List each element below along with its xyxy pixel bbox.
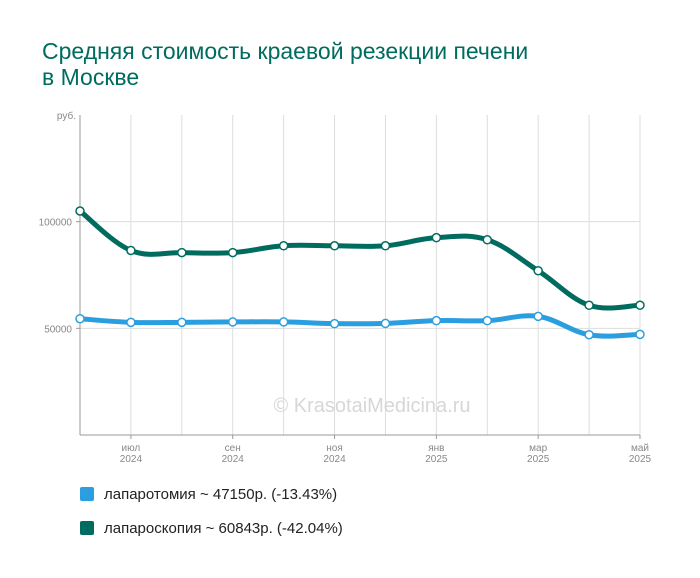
x-tick-label: 2025 [629, 454, 652, 465]
chart-title: Средняя стоимость краевой резекции печен… [42, 38, 662, 90]
legend-swatch-laparoscopy [80, 521, 94, 535]
data-point [380, 318, 391, 329]
series-line-0 [77, 313, 643, 339]
x-tick-label: 2024 [222, 454, 245, 465]
legend-label-laparoscopy: лапароскопия ~ 60843р. (-42.04%) [104, 519, 343, 537]
x-tick-label: янв [428, 443, 444, 454]
x-tick-label: 2024 [323, 454, 346, 465]
x-tick-label: мар [529, 443, 547, 454]
y-tick-label: 100000 [39, 218, 73, 229]
data-point [227, 247, 238, 258]
line-chart: © KrasotaiMedicina.ru руб. 50000 100000 июл… [39, 110, 652, 465]
data-point [278, 317, 289, 327]
chart-title-line-2: в Москве [42, 64, 140, 90]
x-tick-label: 2025 [527, 454, 550, 465]
x-tick-label: 2025 [425, 454, 448, 465]
data-point [75, 313, 85, 324]
data-point [227, 317, 238, 327]
legend-item-laparotomy[interactable]: лапаротомия ~ 47150р. (-13.43%) [80, 485, 343, 503]
series-line-1 [77, 208, 643, 311]
data-point [482, 315, 493, 326]
data-point [177, 247, 187, 258]
data-point [329, 318, 340, 329]
data-point [329, 241, 340, 251]
data-point [482, 235, 493, 245]
legend-label-laparotomy: лапаротомия ~ 47150р. (-13.43%) [104, 485, 338, 503]
data-point [584, 300, 594, 311]
data-point [126, 317, 136, 328]
chart-title-line-1: Средняя стоимость краевой резекции печен… [42, 38, 529, 64]
data-point [635, 300, 645, 310]
y-tick-label: 50000 [44, 324, 72, 335]
data-point [177, 317, 187, 328]
data-point [533, 311, 543, 322]
x-tick-label: май [631, 443, 649, 454]
x-tick-label: ноя [326, 443, 343, 454]
legend: лапаротомия ~ 47150р. (-13.43%) лапароск… [80, 485, 343, 553]
y-axis-label: руб. [57, 110, 76, 122]
x-tick-label: сен [225, 443, 241, 454]
legend-swatch-laparotomy [80, 487, 94, 501]
watermark: © KrasotaiMedicina.ru [273, 395, 470, 417]
data-point [584, 329, 594, 340]
data-point [431, 315, 442, 326]
data-point [75, 206, 85, 216]
x-tick-label: июл [122, 443, 141, 454]
data-point [126, 245, 136, 256]
data-point [380, 241, 391, 251]
legend-item-laparoscopy[interactable]: лапароскопия ~ 60843р. (-42.04%) [80, 519, 343, 537]
data-point [278, 241, 289, 251]
data-point [635, 329, 645, 340]
x-tick-label: 2024 [120, 454, 143, 465]
data-point [431, 232, 442, 243]
data-point [533, 265, 543, 276]
